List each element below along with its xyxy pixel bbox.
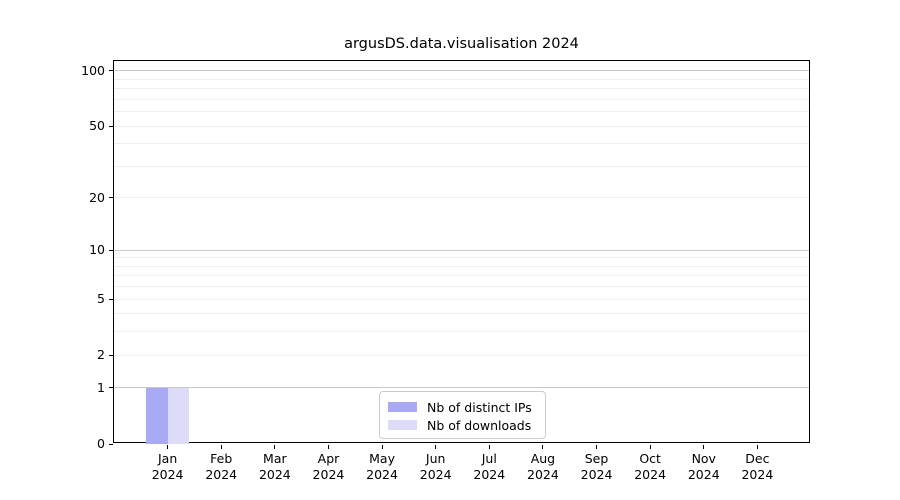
y-tick-label: 5 [97,291,105,307]
x-tick-mark [220,445,222,449]
x-tick-label: Jul 2024 [473,451,505,482]
legend-swatch [388,420,417,430]
legend-swatch [388,402,417,412]
major-gridline [114,387,809,389]
x-tick-mark [274,445,276,449]
x-tick-month: Apr [317,451,340,466]
legend-item: Nb of distinct IPs [388,399,537,416]
x-tick-label: Feb 2024 [205,451,237,482]
x-tick-year: 2024 [205,466,238,482]
x-tick-month: Dec [745,451,770,466]
x-tick-label: Dec 2024 [741,451,773,482]
y-tick-label: 50 [89,118,105,134]
y-tick-label: 100 [81,62,105,78]
major-gridline [114,70,809,72]
minor-gridline [114,275,809,277]
x-tick-label: Jun 2024 [420,451,452,482]
x-tick-year: 2024 [366,466,398,482]
minor-gridline [114,331,809,333]
minor-gridline [114,197,809,199]
y-tick-label: 2 [97,347,105,363]
x-tick-month: Sep [584,451,609,466]
y-tick-label: 10 [89,242,105,258]
bar [146,387,168,444]
minor-gridline [114,78,809,80]
x-tick-label: Sep 2024 [581,451,613,482]
y-tick-mark [109,298,113,300]
minor-gridline [114,88,809,90]
x-tick-year: 2024 [687,466,720,482]
x-tick-month: May [369,451,395,466]
legend-item: Nb of downloads [388,417,537,434]
y-tick-mark [109,125,113,127]
minor-gridline [114,111,809,113]
x-tick-month: Mar [263,451,287,466]
legend-label: Nb of downloads [427,417,532,433]
minor-gridline [114,143,809,145]
major-gridline [114,249,809,251]
y-tick-label: 0 [97,436,105,451]
x-tick-label: Mar 2024 [259,451,291,482]
x-tick-label: May 2024 [366,451,398,482]
minor-gridline [114,298,809,300]
x-tick-mark [488,445,490,449]
x-tick-label: Aug 2024 [527,451,559,482]
x-tick-mark [542,445,544,449]
legend: Nb of distinct IPs Nb of downloads [379,391,546,439]
x-tick-label: Nov 2024 [688,451,720,482]
x-tick-year: 2024 [151,466,184,482]
x-tick-month: Aug [530,451,556,466]
bar [167,387,190,444]
x-tick-label: Apr 2024 [313,451,345,482]
y-tick-mark [109,443,113,445]
y-tick-label: 1 [97,379,105,395]
x-tick-label: Oct 2024 [634,451,666,482]
y-tick-label: 20 [89,189,105,205]
x-tick-year: 2024 [527,466,559,482]
x-tick-mark [703,445,705,449]
x-tick-year: 2024 [473,466,506,482]
x-tick-year: 2024 [419,466,452,482]
y-tick-mark [109,387,113,389]
y-tick-mark [109,249,113,251]
x-tick-month: Oct [639,451,661,466]
minor-gridline [114,257,809,259]
minor-gridline [114,313,809,315]
x-tick-year: 2024 [312,466,345,482]
x-tick-year: 2024 [634,466,667,482]
x-tick-mark [756,445,758,449]
x-tick-month: Jul [481,451,497,466]
x-tick-month: Jun [425,451,446,466]
minor-gridline [114,354,809,356]
x-tick-label: Jan 2024 [152,451,184,482]
y-tick-mark [109,354,113,356]
plot-area: 0 1 2 5 10 20 50 100 Jan 2024 Feb 2024 Mar 2024 Apr 20… [81,60,810,482]
x-tick-year: 2024 [258,466,291,482]
x-tick-year: 2024 [741,466,774,482]
x-tick-mark [167,445,169,449]
x-tick-mark [649,445,651,449]
x-tick-month: Jan [157,451,178,466]
legend-label: Nb of distinct IPs [427,399,532,415]
y-tick-mark [109,197,113,199]
x-tick-month: Nov [691,451,716,466]
minor-gridline [114,286,809,288]
x-tick-mark [435,445,437,449]
minor-gridline [114,98,809,100]
x-tick-mark [381,445,383,449]
chart-title: argusDS.data.visualisation 2024 [344,36,579,52]
x-tick-year: 2024 [580,466,613,482]
x-tick-month: Feb [210,451,233,466]
x-tick-mark [327,445,329,449]
x-tick-mark [596,445,598,449]
minor-gridline [114,265,809,267]
minor-gridline [114,165,809,167]
y-tick-mark [109,70,113,72]
minor-gridline [114,125,809,127]
